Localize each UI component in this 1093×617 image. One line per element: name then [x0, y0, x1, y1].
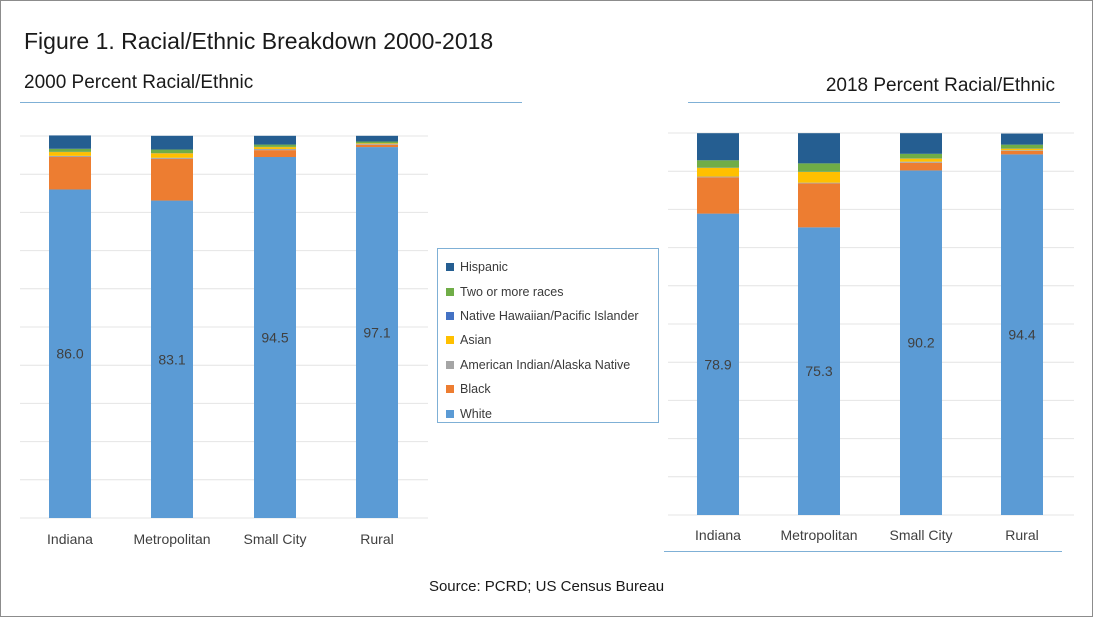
category-label: Metropolitan	[133, 531, 210, 547]
legend-swatch	[446, 263, 454, 272]
legend-item: Two or more races	[446, 279, 658, 303]
bar-segment-two-or-more-races	[798, 163, 840, 172]
data-label: 97.1	[363, 325, 390, 341]
bar-segment-two-or-more-races	[254, 144, 296, 147]
bar-segment-black	[356, 144, 398, 148]
bar-segment-asian	[151, 153, 193, 158]
bar-segment-american-indian-alaska-native	[798, 182, 840, 184]
legend-label: Two or more races	[460, 284, 564, 299]
bar-segment-black	[254, 150, 296, 158]
bar-segment-black	[1001, 150, 1043, 155]
bar-segment-american-indian-alaska-native	[900, 161, 942, 163]
source-note: Source: PCRD; US Census Bureau	[428, 578, 665, 595]
legend-item: Asian	[446, 328, 658, 352]
bar-segment-white	[798, 227, 840, 515]
data-label: 94.5	[261, 330, 288, 346]
legend-label: Asian	[460, 333, 492, 348]
legend-label: Hispanic	[460, 260, 508, 275]
category-label: Rural	[360, 531, 393, 547]
legend-swatch	[446, 385, 454, 394]
bar-segment-white	[1001, 154, 1043, 515]
data-label: 86.0	[56, 346, 83, 362]
bar-segment-american-indian-alaska-native	[697, 176, 739, 178]
category-label: Indiana	[47, 531, 93, 547]
legend-swatch	[446, 409, 454, 418]
bar-segment-white	[49, 189, 91, 519]
divider-right	[688, 102, 1060, 103]
legend-item: Hispanic	[446, 255, 658, 279]
category-label: Indiana	[695, 527, 741, 543]
legend-swatch	[446, 311, 454, 320]
bar-segment-asian	[356, 143, 398, 145]
legend-label: Native Hawaiian/Pacific Islander	[460, 308, 639, 323]
bar-segment-asian	[900, 158, 942, 162]
bar-segment-black	[900, 162, 942, 171]
bar-segment-white	[254, 157, 296, 518]
bar-segment-hispanic	[1001, 133, 1043, 145]
bar-segment-american-indian-alaska-native	[49, 155, 91, 158]
chart-2018-title: 2018 Percent Racial/Ethnic	[825, 75, 1055, 96]
category-label: Rural	[1005, 527, 1038, 543]
bar-segment-two-or-more-races	[49, 148, 91, 152]
legend-swatch	[446, 360, 454, 369]
category-label: Metropolitan	[780, 527, 857, 543]
bar-segment-two-or-more-races	[356, 141, 398, 144]
legend-label: White	[460, 406, 492, 421]
divider-left	[20, 102, 522, 103]
legend-swatch	[446, 287, 454, 296]
bar-segment-white	[900, 170, 942, 515]
bar-segment-hispanic	[356, 135, 398, 142]
legend-label: Black	[460, 382, 491, 397]
bar-segment-asian	[254, 147, 296, 149]
bar-segment-white	[697, 213, 739, 516]
legend-item: American Indian/Alaska Native	[446, 353, 658, 377]
bar-segment-hispanic	[254, 135, 296, 145]
bar-segment-asian	[49, 152, 91, 156]
data-label: 83.1	[158, 351, 185, 367]
bar-segment-white	[356, 147, 398, 518]
bar-segment-hispanic	[900, 133, 942, 154]
divider-bottom	[664, 551, 1062, 552]
category-label: Small City	[243, 531, 306, 547]
legend-item: Black	[446, 377, 658, 401]
data-label: 94.4	[1008, 327, 1035, 343]
legend-item: Native Hawaiian/Pacific Islander	[446, 304, 658, 328]
figure-title: Figure 1. Racial/Ethnic Breakdown 2000-2…	[24, 28, 494, 54]
bar-segment-american-indian-alaska-native	[1001, 150, 1043, 151]
chart-legend: Hispanic Two or more races Native Hawaiian…	[437, 248, 659, 423]
bar-segment-asian	[1001, 148, 1043, 151]
bar-segment-asian	[697, 167, 739, 177]
bar-segment-two-or-more-races	[900, 153, 942, 159]
bar-segment-hispanic	[798, 133, 840, 164]
bar-segment-american-indian-alaska-native	[356, 144, 398, 145]
bar-segment-american-indian-alaska-native	[151, 157, 193, 159]
bar-segment-black	[798, 183, 840, 228]
legend-item: White	[446, 401, 658, 425]
bar-segment-hispanic	[697, 133, 739, 161]
bar-segment-two-or-more-races	[1001, 144, 1043, 149]
category-label: Small City	[889, 527, 952, 543]
data-label: 90.2	[907, 335, 934, 351]
bar-segment-american-indian-alaska-native	[254, 148, 296, 151]
bar-segment-black	[151, 158, 193, 201]
chart-2000-title: 2000 Percent Racial/Ethnic	[24, 72, 254, 93]
bar-segment-asian	[798, 171, 840, 183]
bar-segment-hispanic	[49, 135, 91, 149]
data-label: 75.3	[805, 363, 832, 379]
bar-segment-white	[151, 200, 193, 519]
bar-segment-two-or-more-races	[151, 149, 193, 153]
bar-segment-two-or-more-races	[697, 160, 739, 168]
bar-segment-black	[49, 157, 91, 190]
bar-segment-hispanic	[151, 135, 193, 150]
legend-label: American Indian/Alaska Native	[460, 357, 631, 372]
legend-swatch	[446, 336, 454, 345]
data-label: 78.9	[704, 356, 731, 372]
bar-segment-black	[697, 177, 739, 214]
